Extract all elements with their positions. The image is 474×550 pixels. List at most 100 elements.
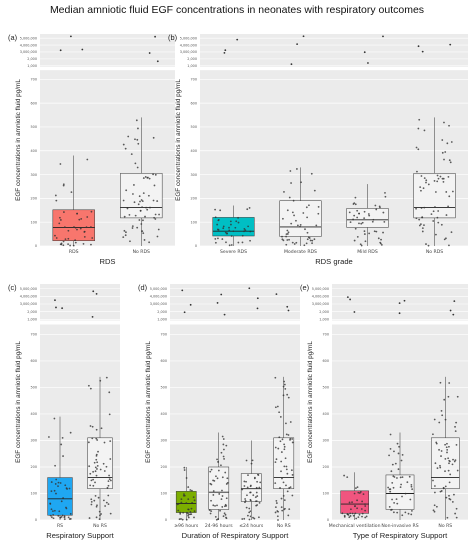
data-point (131, 225, 134, 228)
data-point (434, 485, 436, 487)
outlier-point (236, 38, 239, 41)
data-point (156, 235, 159, 238)
data-point (212, 490, 215, 492)
data-point (68, 487, 71, 490)
data-point (449, 161, 452, 164)
data-point (241, 488, 244, 491)
data-point (415, 207, 417, 210)
data-point (217, 469, 220, 472)
data-point (454, 512, 457, 515)
data-point (278, 411, 281, 414)
x-tick-label: No RDS (133, 249, 150, 255)
data-point (274, 461, 277, 464)
data-point (367, 213, 370, 215)
data-point (50, 516, 53, 519)
data-point (305, 242, 308, 245)
data-point (281, 235, 283, 238)
data-point (221, 489, 223, 492)
data-point (132, 193, 134, 195)
data-point (126, 207, 129, 210)
y-axis-label: EGF concentrations in amniotic fluid pg/… (145, 341, 152, 463)
data-point (140, 223, 143, 225)
panel-label: (b) (168, 33, 177, 42)
data-point (435, 233, 437, 236)
data-point (446, 448, 449, 451)
data-point (69, 518, 72, 520)
data-point (277, 519, 279, 521)
y-tick-label: 700 (323, 333, 329, 337)
data-point (393, 501, 396, 504)
data-point (212, 494, 215, 496)
plot-background (170, 324, 300, 520)
data-point (443, 238, 446, 241)
data-point (58, 216, 61, 219)
data-point (215, 475, 217, 478)
x-tick-label: 24-96 hours (205, 523, 233, 529)
data-point (436, 180, 439, 183)
data-point (223, 458, 225, 460)
data-point (416, 170, 418, 173)
data-point (123, 215, 126, 218)
data-point (396, 442, 399, 445)
y-tick-label: 400 (323, 412, 329, 416)
data-point (295, 241, 298, 244)
data-point (390, 509, 392, 511)
outlier-point (223, 313, 226, 316)
data-point (275, 499, 278, 502)
data-point (180, 518, 182, 520)
data-point (249, 485, 252, 488)
y-tick-label: 200 (161, 465, 167, 469)
x-axis-label: Type of Respiratory Support (353, 531, 448, 540)
data-point (254, 496, 257, 499)
data-point (105, 376, 108, 379)
data-point (285, 468, 288, 471)
data-point (216, 504, 218, 507)
data-point (290, 469, 293, 472)
data-point (138, 219, 141, 221)
data-point (317, 212, 320, 215)
data-point (254, 476, 256, 479)
data-point (139, 200, 141, 203)
data-point (141, 206, 143, 208)
data-point (209, 512, 212, 515)
y-axis-label: EGF concentrations in amniotic fluid pg/… (307, 341, 314, 463)
data-point (283, 191, 285, 193)
data-point (296, 224, 299, 227)
data-point (59, 219, 62, 221)
data-point (152, 136, 155, 139)
data-point (449, 460, 451, 463)
data-point (99, 468, 102, 471)
data-point (156, 200, 159, 202)
data-point (396, 511, 399, 514)
data-point (228, 229, 231, 232)
data-point (352, 514, 355, 517)
data-point (433, 418, 436, 421)
data-point (282, 481, 285, 484)
data-point (193, 516, 195, 519)
y-tick-label: 500 (323, 386, 329, 390)
data-point (391, 482, 394, 484)
data-point (282, 217, 284, 220)
data-point (123, 229, 126, 232)
data-point (443, 398, 446, 401)
data-point (433, 510, 436, 513)
data-point (225, 444, 228, 447)
data-point (187, 486, 190, 488)
x-tick-label: No RS (438, 523, 452, 529)
outlier-point (92, 290, 95, 293)
y-tick-label: 100 (31, 492, 37, 496)
data-point (448, 244, 450, 247)
y-tick-label: 5,000,000 (20, 36, 37, 40)
data-point (280, 506, 283, 509)
data-point (214, 504, 216, 507)
data-point (348, 516, 351, 519)
data-point (391, 463, 394, 466)
data-point (73, 226, 75, 228)
data-point (400, 459, 403, 462)
y-tick-label: 500 (31, 386, 37, 390)
data-point (228, 226, 230, 229)
data-point (249, 499, 252, 502)
data-point (276, 405, 279, 408)
data-point (454, 430, 457, 433)
data-point (251, 459, 254, 462)
